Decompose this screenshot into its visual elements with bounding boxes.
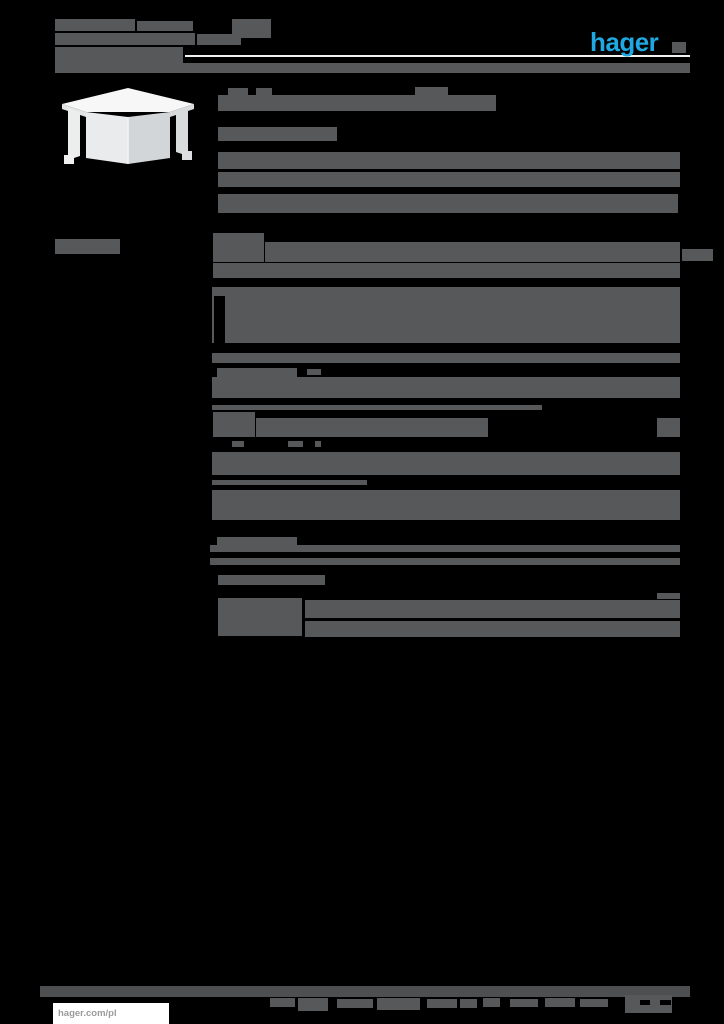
redacted-text-line: [210, 545, 680, 552]
redacted-text-line: [214, 296, 225, 343]
redacted-text-line: [213, 412, 255, 437]
redacted-text-line: [212, 287, 680, 343]
redacted-text-line: [427, 999, 457, 1008]
redacted-text-line: [218, 172, 680, 187]
redacted-text-line: [657, 418, 680, 437]
redacted-text-line: [218, 194, 678, 213]
header-divider-bar: [55, 63, 690, 73]
logo-mark-icon: [672, 42, 686, 53]
redacted-text-line: [460, 999, 477, 1008]
redacted-text-line: [137, 21, 193, 31]
redacted-text-line: [212, 405, 542, 410]
redacted-text-line: [55, 47, 183, 63]
redacted-text-line: [265, 242, 680, 262]
product-image: [62, 88, 194, 164]
redacted-text-line: [212, 490, 680, 520]
redacted-text-line: [218, 575, 325, 585]
redacted-text-line: [307, 369, 321, 375]
redacted-text-line: [256, 418, 488, 437]
redacted-text-line: [657, 593, 680, 599]
redacted-text-line: [232, 19, 271, 38]
redacted-text-line: [682, 249, 713, 261]
redacted-text-line: [197, 34, 241, 45]
redacted-text-line: [217, 368, 297, 378]
redacted-text-line: [256, 88, 272, 96]
redacted-text-line: [510, 999, 538, 1007]
redacted-text-line: [288, 441, 303, 447]
redacted-text-line: [318, 581, 324, 585]
redacted-text-line: [377, 998, 420, 1010]
redacted-text-line: [415, 87, 448, 96]
redacted-text-line: [337, 999, 373, 1008]
redacted-text-line: [212, 452, 680, 475]
redacted-text-line: [228, 88, 248, 96]
redacted-text-line: [217, 537, 297, 545]
hager-logo: hager: [590, 27, 659, 57]
redacted-text-line: [212, 377, 680, 398]
redacted-text-line: [218, 127, 337, 141]
redacted-text-line: [305, 600, 680, 618]
redacted-text-line: [270, 998, 295, 1007]
redacted-text-line: [232, 441, 244, 447]
redacted-text-line: [212, 353, 680, 363]
redacted-text-line: [218, 598, 302, 636]
redacted-text-line: [298, 998, 328, 1011]
redacted-text-line: [213, 233, 264, 262]
redacted-text-line: [212, 480, 367, 485]
redacted-text-line: [55, 239, 120, 254]
website-box: hager.com/pl: [53, 1003, 169, 1024]
redacted-text-line: [305, 621, 680, 637]
redacted-text-line: [40, 986, 690, 997]
redacted-text-line: [315, 441, 321, 447]
redacted-text-line: [660, 1000, 671, 1005]
website-link[interactable]: hager.com/pl: [58, 1008, 117, 1019]
redacted-text-line: [218, 95, 496, 111]
redacted-text-line: [218, 152, 680, 169]
redacted-text-line: [483, 998, 500, 1007]
redacted-text-line: [580, 999, 608, 1007]
redacted-text-line: [640, 1000, 650, 1005]
redacted-text-line: [55, 33, 195, 45]
redacted-text-line: [545, 998, 575, 1007]
redacted-text-line: [55, 19, 135, 31]
header-rule: [185, 55, 690, 57]
redacted-text-line: [210, 558, 680, 565]
redacted-text-line: [213, 263, 680, 278]
